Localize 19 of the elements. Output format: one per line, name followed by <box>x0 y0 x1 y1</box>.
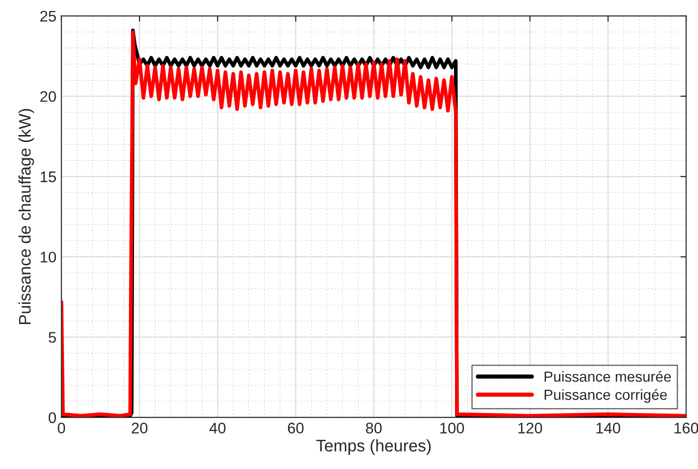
x-axis-title: Temps (heures) <box>316 439 431 455</box>
x-tick-label: 160 <box>674 422 698 434</box>
y-tick-label: 25 <box>40 10 56 22</box>
legend-label: Puissance corrigée <box>544 389 667 403</box>
x-tick-label: 120 <box>518 422 542 434</box>
x-tick-label: 140 <box>596 422 620 434</box>
x-tick-label: 100 <box>440 422 464 434</box>
y-tick-label: 5 <box>48 332 56 343</box>
legend-label: Puissance mesurée <box>544 370 671 382</box>
y-tick-label: 20 <box>40 91 56 102</box>
x-tick-label: 20 <box>132 422 148 434</box>
y-tick-label: 10 <box>40 252 56 263</box>
x-tick-label: 0 <box>58 422 66 434</box>
x-tick-label: 60 <box>288 422 304 434</box>
x-tick-label: 80 <box>366 422 382 434</box>
y-tick-label: 15 <box>40 172 56 182</box>
y-axis-title: Puissance de chauffage (kW) <box>18 109 34 324</box>
x-tick-label: 40 <box>209 422 226 434</box>
y-tick-label: 0 <box>48 412 56 424</box>
